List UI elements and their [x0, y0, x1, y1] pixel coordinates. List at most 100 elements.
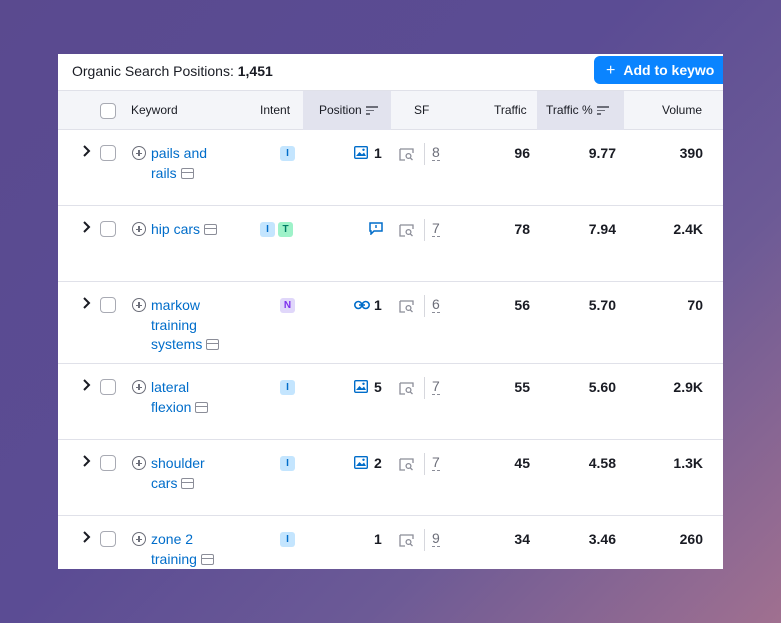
keyword-line: pails and [151, 145, 208, 161]
column-sf[interactable]: SF [414, 103, 430, 117]
keyword-line: flexion [151, 398, 192, 415]
serp-features-count[interactable]: 9 [432, 530, 440, 547]
serp-features-icon [399, 224, 414, 237]
position-value: 5 [374, 379, 382, 395]
serp-features-count[interactable]: 7 [432, 454, 440, 471]
row-checkbox[interactable] [100, 379, 116, 395]
link-icon [354, 298, 370, 311]
serp-snapshot-icon[interactable] [195, 401, 209, 413]
keyword-line: zone 2 [151, 531, 194, 547]
traffic-value: 78 [514, 221, 530, 237]
keyword-link[interactable]: zone 2 training [151, 530, 241, 569]
expand-row-chevron-icon[interactable] [82, 220, 92, 234]
row-checkbox[interactable] [100, 455, 116, 471]
traffic-value: 55 [514, 379, 530, 395]
keyword-link[interactable]: pails and rails [151, 144, 241, 183]
serp-snapshot-icon[interactable] [206, 339, 220, 350]
column-traffic-percent[interactable]: Traffic % [537, 91, 624, 130]
divider [424, 377, 425, 399]
plus-icon: + [606, 62, 616, 79]
volume-value: 70 [687, 297, 703, 313]
expand-row-chevron-icon[interactable] [82, 296, 92, 310]
table-row: markow training systems N 1 6 56 5.70 70 [58, 282, 723, 364]
intent-badge: T [278, 222, 293, 237]
divider [424, 219, 425, 241]
add-keyword-plus-icon[interactable] [132, 456, 146, 470]
sort-icon [365, 106, 378, 115]
serp-snapshot-icon[interactable] [204, 224, 218, 235]
serp-features-icon [399, 148, 414, 161]
review-icon [369, 222, 383, 236]
keyword-link[interactable]: hip cars [151, 220, 241, 240]
traffic-value: 34 [514, 531, 530, 547]
row-checkbox[interactable] [100, 531, 116, 547]
divider [424, 453, 425, 475]
expand-row-chevron-icon[interactable] [82, 530, 92, 544]
table-row: zone 2 training I 1 9 34 3.46 260 [58, 516, 723, 569]
add-keyword-plus-icon[interactable] [132, 222, 146, 236]
expand-row-chevron-icon[interactable] [82, 144, 92, 158]
column-volume[interactable]: Volume [662, 103, 703, 117]
add-to-keyword-list-button[interactable]: + Add to keywo [594, 56, 723, 84]
volume-value: 390 [679, 145, 703, 161]
divider [424, 529, 425, 551]
select-all-checkbox[interactable] [100, 103, 116, 119]
serp-features-icon [399, 458, 414, 471]
intent-badge: N [280, 298, 295, 313]
add-keyword-plus-icon[interactable] [132, 146, 146, 160]
traffic-percent-value: 7.94 [588, 221, 616, 237]
table-header: Keyword Intent Position SF Traffic Traff… [58, 90, 723, 130]
expand-row-chevron-icon[interactable] [82, 454, 92, 468]
keyword-link[interactable]: shoulder cars [151, 454, 241, 493]
row-checkbox[interactable] [100, 221, 116, 237]
serp-snapshot-icon[interactable] [181, 477, 195, 489]
serp-features-icon [399, 534, 414, 547]
expand-row-chevron-icon[interactable] [82, 378, 92, 392]
keyword-line: training [151, 550, 197, 567]
volume-value: 260 [679, 531, 703, 547]
table-row: shoulder cars I 2 7 45 4.58 1.3K [58, 440, 723, 516]
column-keyword[interactable]: Keyword [131, 103, 178, 117]
image-icon [353, 145, 369, 160]
panel-header: Organic Search Positions: 1,451 + Add to … [58, 54, 723, 90]
keyword-line: cars [151, 474, 178, 491]
keyword-line: shoulder [151, 455, 205, 471]
traffic-value: 96 [514, 145, 530, 161]
serp-features-icon [399, 300, 414, 313]
serp-snapshot-icon[interactable] [180, 167, 194, 179]
keyword-line: rails [151, 164, 177, 181]
traffic-value: 45 [514, 455, 530, 471]
serp-features-count[interactable]: 7 [432, 378, 440, 395]
serp-snapshot-icon[interactable] [200, 553, 214, 565]
column-position[interactable]: Position [303, 91, 391, 130]
intent-badge: I [280, 456, 295, 471]
row-checkbox[interactable] [100, 297, 116, 313]
keyword-line: markow [151, 297, 201, 313]
traffic-percent-value: 5.70 [588, 297, 616, 313]
table-row: lateral flexion I 5 7 55 5.60 2.9K [58, 364, 723, 440]
traffic-value: 56 [514, 297, 530, 313]
row-checkbox[interactable] [100, 145, 116, 161]
serp-features-count[interactable]: 6 [432, 296, 440, 313]
panel-title: Organic Search Positions: 1,451 [72, 63, 273, 79]
keyword-line: lateral [151, 379, 190, 395]
add-keyword-plus-icon[interactable] [132, 298, 146, 312]
add-keyword-plus-icon[interactable] [132, 380, 146, 394]
add-keyword-plus-icon[interactable] [132, 532, 146, 546]
keyword-line: training [151, 316, 197, 333]
column-traffic[interactable]: Traffic [494, 103, 527, 117]
keyword-link[interactable]: lateral flexion [151, 378, 241, 417]
intent-badge: I [280, 380, 295, 395]
serp-features-count[interactable]: 8 [432, 144, 440, 161]
traffic-percent-value: 4.58 [588, 455, 616, 471]
serp-features-count[interactable]: 7 [432, 220, 440, 237]
traffic-percent-value: 5.60 [588, 379, 616, 395]
divider [424, 295, 425, 317]
table-row: pails and rails I 1 8 96 9.77 390 [58, 130, 723, 206]
intent-badge: I [260, 222, 275, 237]
column-intent[interactable]: Intent [260, 103, 291, 117]
traffic-percent-value: 9.77 [588, 145, 616, 161]
image-icon [353, 455, 369, 470]
keyword-link[interactable]: markow training systems [151, 296, 241, 355]
intent-badge: I [280, 532, 295, 547]
